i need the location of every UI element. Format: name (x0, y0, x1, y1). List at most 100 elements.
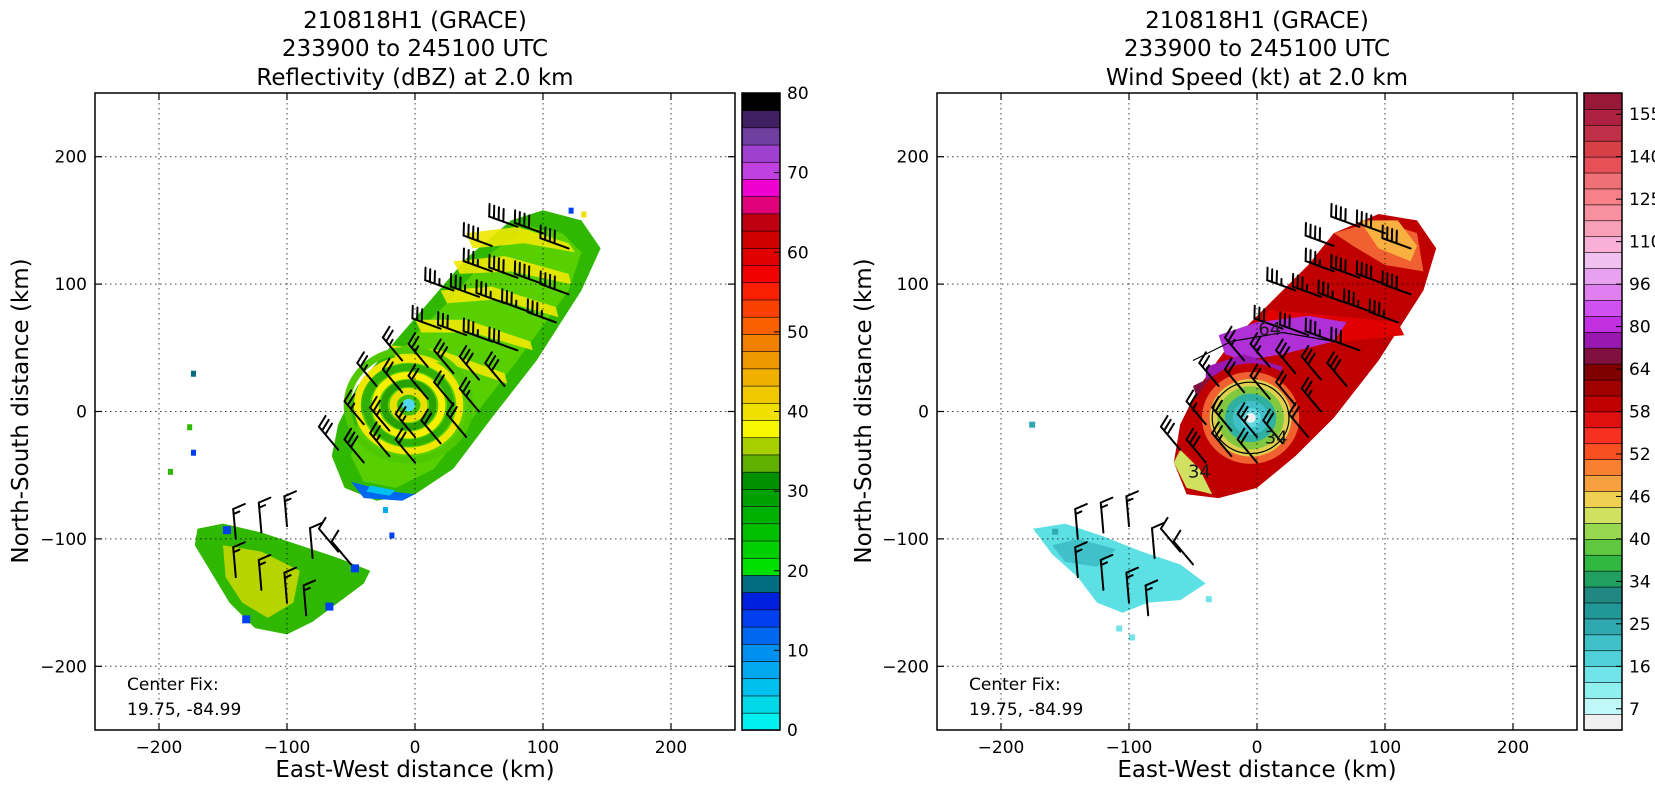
barb-feather (369, 421, 378, 435)
barb-feather (484, 351, 493, 365)
colorbar-segment (1583, 315, 1623, 333)
wind-pixel (1129, 634, 1135, 641)
wind-barb (1099, 553, 1114, 591)
barb-feather (410, 367, 420, 381)
colorbar-segment (1583, 379, 1623, 397)
wind-barb (1249, 364, 1271, 400)
barb-feather (1150, 522, 1165, 530)
barb-feather (1332, 358, 1342, 372)
barb-feather (232, 502, 246, 511)
barb-feather (1223, 325, 1233, 339)
colorbar-segment (1583, 665, 1623, 683)
barb-feather (433, 370, 442, 384)
colorbar-segment (741, 144, 781, 163)
barb-half-feather (1230, 338, 1236, 347)
y-tick-label: 0 (76, 403, 87, 423)
barb-feather (407, 364, 417, 377)
barb-half-feather (1125, 574, 1134, 579)
wind-barb (1144, 579, 1159, 617)
wind-barb (283, 490, 297, 528)
colorbar-segment (1583, 427, 1623, 445)
barb-feather (343, 427, 353, 441)
right-contour-labels: 34 34 64 (1188, 319, 1288, 483)
colorbar-segment (741, 350, 781, 370)
echo-edge-cyan (366, 485, 396, 496)
barb-feather (449, 406, 458, 419)
colorbar-tick-label: 96 (1629, 275, 1651, 295)
wind-barb (1236, 427, 1258, 464)
wind-barb (1253, 304, 1284, 330)
barb-feather (445, 402, 455, 415)
colorbar-tick-label: 0 (787, 721, 798, 741)
colorbar-tick-label: 30 (787, 482, 809, 502)
y-tick-label: 100 (897, 275, 929, 295)
x-tick-label: −200 (136, 738, 183, 758)
barb-feather (423, 412, 433, 426)
barb-feather (346, 393, 356, 407)
barb-feather (397, 406, 407, 419)
barb-feather (1249, 332, 1259, 345)
barb-feather (394, 427, 404, 441)
barb-feather (1191, 435, 1201, 449)
echo-pixel (351, 564, 359, 573)
wind-barb (1368, 298, 1399, 324)
barb-feather (1236, 402, 1246, 415)
colorbar-tick-label: 40 (787, 403, 809, 423)
reflectivity-panel: 210818H1 (GRACE) 233900 to 245100 UTC Re… (8, 8, 809, 783)
wind-barb (1330, 202, 1361, 228)
left-axis-ticks: −200 −100 0 100 200 −200 −100 0 100 200 (40, 93, 735, 758)
barb-feather (346, 431, 356, 445)
echo-stripe (453, 256, 572, 285)
barb-feather (1172, 529, 1182, 543)
contour-64kt (1192, 331, 1334, 362)
barb-half-feather (1145, 586, 1153, 592)
colorbar-tick-label: 70 (787, 164, 809, 184)
left-colorbar: 0 10 20 30 40 50 60 70 80 (741, 84, 809, 741)
colorbar-segment (741, 247, 781, 266)
left-wind-barbs (232, 202, 570, 617)
colorbar-tick-label: 34 (1629, 572, 1651, 592)
barb-feather (1239, 431, 1249, 445)
barb-feather (257, 496, 272, 504)
barb-feather (1214, 399, 1223, 413)
colorbar-segment (1583, 602, 1623, 620)
barb-feather (1287, 402, 1297, 415)
echo-stripe (466, 226, 575, 253)
barb-feather (385, 361, 394, 375)
wind-barb (1211, 395, 1233, 432)
left-grid (95, 93, 735, 730)
barb-half-feather (1074, 548, 1083, 554)
barb-feather (1099, 553, 1114, 561)
eyewall-ring (362, 363, 455, 447)
echo-pixel (389, 532, 395, 539)
barb-half-feather (375, 434, 381, 442)
wind-barb (369, 421, 391, 458)
wind-barb (257, 553, 272, 591)
wind-barb (1355, 260, 1386, 286)
barb-feather (487, 355, 497, 368)
colorbar-segment (1583, 618, 1623, 636)
barb-half-feather (232, 510, 241, 515)
wind-barb (317, 516, 340, 553)
contour-label: 64 (1258, 319, 1281, 340)
wind-barb (1287, 402, 1310, 438)
wind-barb (257, 496, 272, 534)
wind-barb (475, 279, 506, 305)
wind-barb (1275, 338, 1297, 375)
barb-feather (356, 351, 365, 365)
barb-feather (458, 376, 468, 390)
colorbar-segment (1583, 267, 1623, 285)
left-center-fix-value: 19.75, -84.99 (127, 700, 241, 720)
colorbar-segment (1583, 522, 1623, 540)
y-tick-label: 100 (55, 275, 87, 295)
barb-feather (1211, 395, 1220, 409)
y-tick-label: 200 (897, 148, 929, 168)
wind-barb (458, 344, 480, 381)
colorbar-segment (741, 385, 781, 404)
colorbar-tick-label: 155 (1629, 105, 1655, 125)
wind-band-yellowgreen (1173, 449, 1213, 495)
right-title-line1: 210818H1 (GRACE) (1145, 8, 1369, 34)
wind-barb (394, 402, 416, 438)
wind-barb (381, 325, 404, 362)
